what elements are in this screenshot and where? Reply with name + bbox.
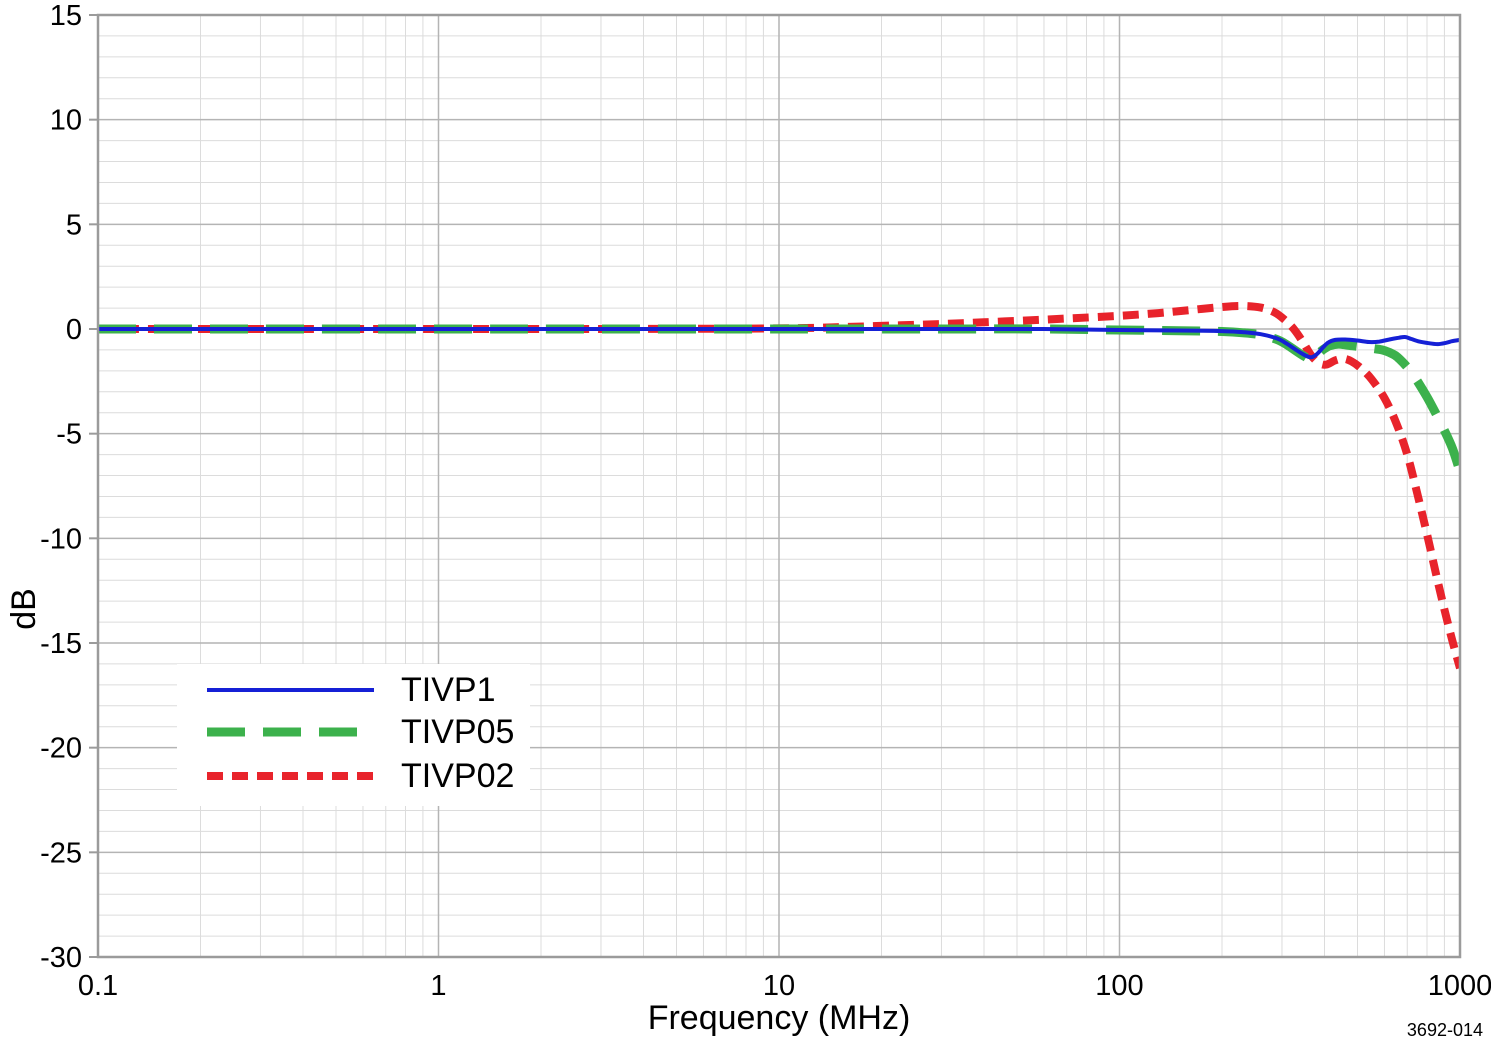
x-tick-label: 10 (763, 970, 795, 1002)
x-tick-label: 0.1 (78, 970, 118, 1002)
x-tick-label: 1 (430, 970, 446, 1002)
legend-item-tivp05: TIVP05 (207, 713, 515, 751)
x-tick-label: 100 (1095, 970, 1143, 1002)
y-tick-label: 10 (50, 105, 82, 137)
figure-note: 3692-014 (1406, 1020, 1483, 1040)
legend: TIVP1 TIVP05 TIVP02 (177, 664, 530, 806)
y-tick-label: 15 (50, 0, 82, 32)
y-tick-label: -25 (40, 837, 82, 869)
y-axis-title: dB (5, 588, 43, 630)
legend-item-tivp1: TIVP1 (207, 671, 496, 709)
legend-label-tivp1: TIVP1 (401, 671, 496, 709)
y-tick-label: -20 (40, 733, 82, 765)
y-tick-label: -15 (40, 628, 82, 660)
legend-item-tivp02: TIVP02 (207, 757, 515, 795)
grid-major (97, 14, 1461, 958)
y-tick-label: -30 (40, 942, 82, 974)
y-tick-label: -5 (56, 419, 82, 451)
x-axis-title: Frequency (MHz) (647, 999, 911, 1037)
axis-ticks-and-labels: 15 10 5 0 -5 -10 -15 -20 -25 -300.1 1 10 100 1000 (40, 0, 1491, 1002)
legend-swatch-tivp02 (207, 772, 374, 780)
legend-swatch-tivp1 (207, 688, 374, 692)
y-tick-label: 0 (66, 314, 82, 346)
legend-swatch-tivp05 (207, 727, 374, 737)
plot-border (96, 13, 1462, 959)
y-tick-label: -10 (40, 523, 82, 555)
legend-label-tivp02: TIVP02 (401, 757, 515, 795)
series-group (98, 301, 1460, 670)
y-tick-label: 5 (66, 209, 82, 241)
x-tick-label: 1000 (1428, 970, 1491, 1002)
legend-label-tivp05: TIVP05 (401, 713, 515, 751)
series-line-tivp1 (98, 326, 1460, 360)
